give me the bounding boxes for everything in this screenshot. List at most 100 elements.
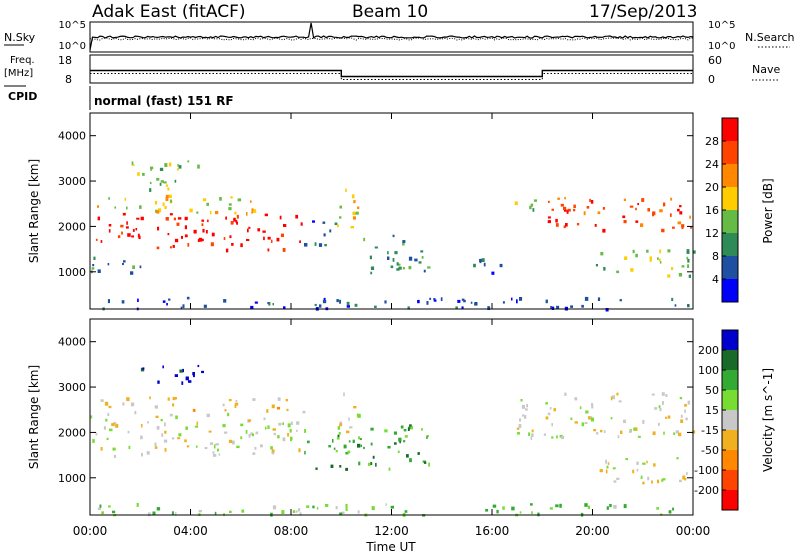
heatmap-cell bbox=[687, 258, 690, 263]
heatmap-cell bbox=[651, 480, 653, 484]
heatmap-cell bbox=[167, 233, 170, 236]
heatmap-cell bbox=[215, 443, 219, 446]
heatmap-cell bbox=[662, 478, 666, 481]
heatmap-cell bbox=[175, 415, 178, 420]
heatmap-cell bbox=[165, 194, 170, 198]
heatmap-cell bbox=[672, 507, 674, 511]
heatmap-cell bbox=[409, 424, 412, 427]
heatmap-cell bbox=[113, 422, 117, 425]
heatmap-cell bbox=[526, 404, 528, 408]
noise-left-tick-top: 10^5 bbox=[59, 20, 86, 31]
heatmap-cell bbox=[156, 210, 160, 214]
heatmap-cell bbox=[206, 413, 210, 418]
heatmap-cell bbox=[229, 510, 232, 514]
heatmap-cell bbox=[334, 222, 338, 226]
heatmap-cell bbox=[218, 453, 221, 456]
heatmap-cell bbox=[186, 445, 190, 448]
heatmap-cell bbox=[345, 503, 348, 508]
heatmap-cell bbox=[557, 197, 560, 200]
heatmap-cell bbox=[649, 256, 652, 260]
heatmap-cell bbox=[677, 221, 682, 225]
heatmap-cell bbox=[635, 207, 637, 211]
heatmap-cell bbox=[579, 406, 582, 410]
heatmap-cell bbox=[369, 255, 372, 260]
heatmap-cell bbox=[146, 451, 150, 455]
heatmap-cell bbox=[560, 435, 565, 440]
power-colorbar-label: Power [dB] bbox=[761, 178, 775, 243]
heatmap-cell bbox=[279, 215, 282, 220]
heatmap-cell bbox=[514, 201, 518, 206]
heatmap-cell bbox=[616, 270, 620, 274]
velocity-colorbar-label: Velocity [m s^-1] bbox=[761, 368, 775, 472]
heatmap-cell bbox=[170, 199, 172, 203]
heatmap-cell bbox=[346, 305, 350, 308]
heatmap-cell bbox=[228, 207, 232, 211]
heatmap-cell bbox=[141, 452, 143, 457]
heatmap-cell bbox=[156, 507, 161, 511]
colorbar-segment bbox=[722, 370, 738, 391]
heatmap-cell bbox=[162, 202, 165, 207]
heatmap-cell bbox=[658, 422, 660, 426]
heatmap-cell bbox=[333, 447, 336, 450]
heatmap-cell bbox=[358, 461, 361, 466]
heatmap-cell bbox=[680, 414, 683, 418]
heatmap-cell bbox=[276, 237, 280, 242]
freq-panel-frame bbox=[89, 54, 694, 84]
heatmap-cell bbox=[433, 298, 436, 301]
noise-sky-label: N.Sky bbox=[4, 31, 36, 44]
colorbar-segment bbox=[722, 410, 738, 431]
heatmap-cell bbox=[483, 262, 486, 267]
heatmap-cell bbox=[142, 173, 145, 176]
heatmap-cell bbox=[417, 452, 420, 455]
heatmap-cell bbox=[590, 200, 594, 204]
heatmap-cell bbox=[202, 198, 207, 202]
heatmap-cell bbox=[620, 430, 623, 434]
heatmap-cell bbox=[337, 426, 340, 430]
colorbar-tick-label: 15 bbox=[705, 404, 719, 417]
heatmap-cell bbox=[312, 505, 315, 509]
heatmap-cell bbox=[254, 301, 258, 304]
heatmap-cell bbox=[198, 509, 202, 513]
heatmap-cell bbox=[584, 421, 588, 424]
colorbar-tick-label: 12 bbox=[705, 227, 719, 240]
heatmap-cell bbox=[122, 402, 125, 406]
heatmap-cell bbox=[236, 445, 240, 449]
heatmap-cell bbox=[126, 397, 130, 402]
heatmap-cell bbox=[179, 369, 183, 373]
heatmap-cell bbox=[623, 198, 626, 201]
heatmap-cell bbox=[668, 510, 672, 514]
heatmap-cell bbox=[93, 256, 96, 260]
heatmap-cell bbox=[223, 431, 228, 434]
heatmap-cell bbox=[135, 228, 138, 231]
heatmap-cell bbox=[252, 433, 255, 437]
heatmap-cell bbox=[398, 263, 401, 266]
heatmap-cell bbox=[502, 301, 505, 304]
heatmap-cell bbox=[149, 396, 151, 400]
heatmap-cell bbox=[605, 459, 607, 464]
heatmap-cell bbox=[392, 258, 395, 262]
heatmap-cell bbox=[108, 405, 112, 409]
heatmap-cell bbox=[370, 271, 373, 275]
heatmap-cell bbox=[164, 422, 166, 427]
heatmap-cell bbox=[555, 504, 559, 508]
heatmap-cell bbox=[307, 440, 310, 444]
heatmap-cell bbox=[433, 299, 437, 302]
heatmap-cell bbox=[583, 211, 586, 216]
heatmap-cell bbox=[197, 164, 200, 169]
heatmap-cell bbox=[422, 460, 427, 463]
heatmap-cell bbox=[196, 211, 199, 214]
x-tick-label: 00:00 bbox=[73, 524, 108, 538]
heatmap-cell bbox=[652, 211, 656, 216]
cpid-mode: normal (fast) 151 RF bbox=[94, 94, 234, 108]
heatmap-cell bbox=[647, 208, 650, 212]
heatmap-cell bbox=[547, 220, 551, 224]
heatmap-cell bbox=[597, 211, 601, 215]
heatmap-cell bbox=[286, 408, 289, 412]
freq-label-line1: Freq. bbox=[10, 55, 35, 66]
heatmap-cell bbox=[688, 274, 691, 278]
heatmap-cell bbox=[581, 304, 584, 308]
heatmap-cell bbox=[156, 246, 160, 250]
heatmap-cell bbox=[193, 229, 197, 234]
heatmap-cell bbox=[576, 223, 580, 226]
heatmap-cell bbox=[266, 409, 269, 413]
